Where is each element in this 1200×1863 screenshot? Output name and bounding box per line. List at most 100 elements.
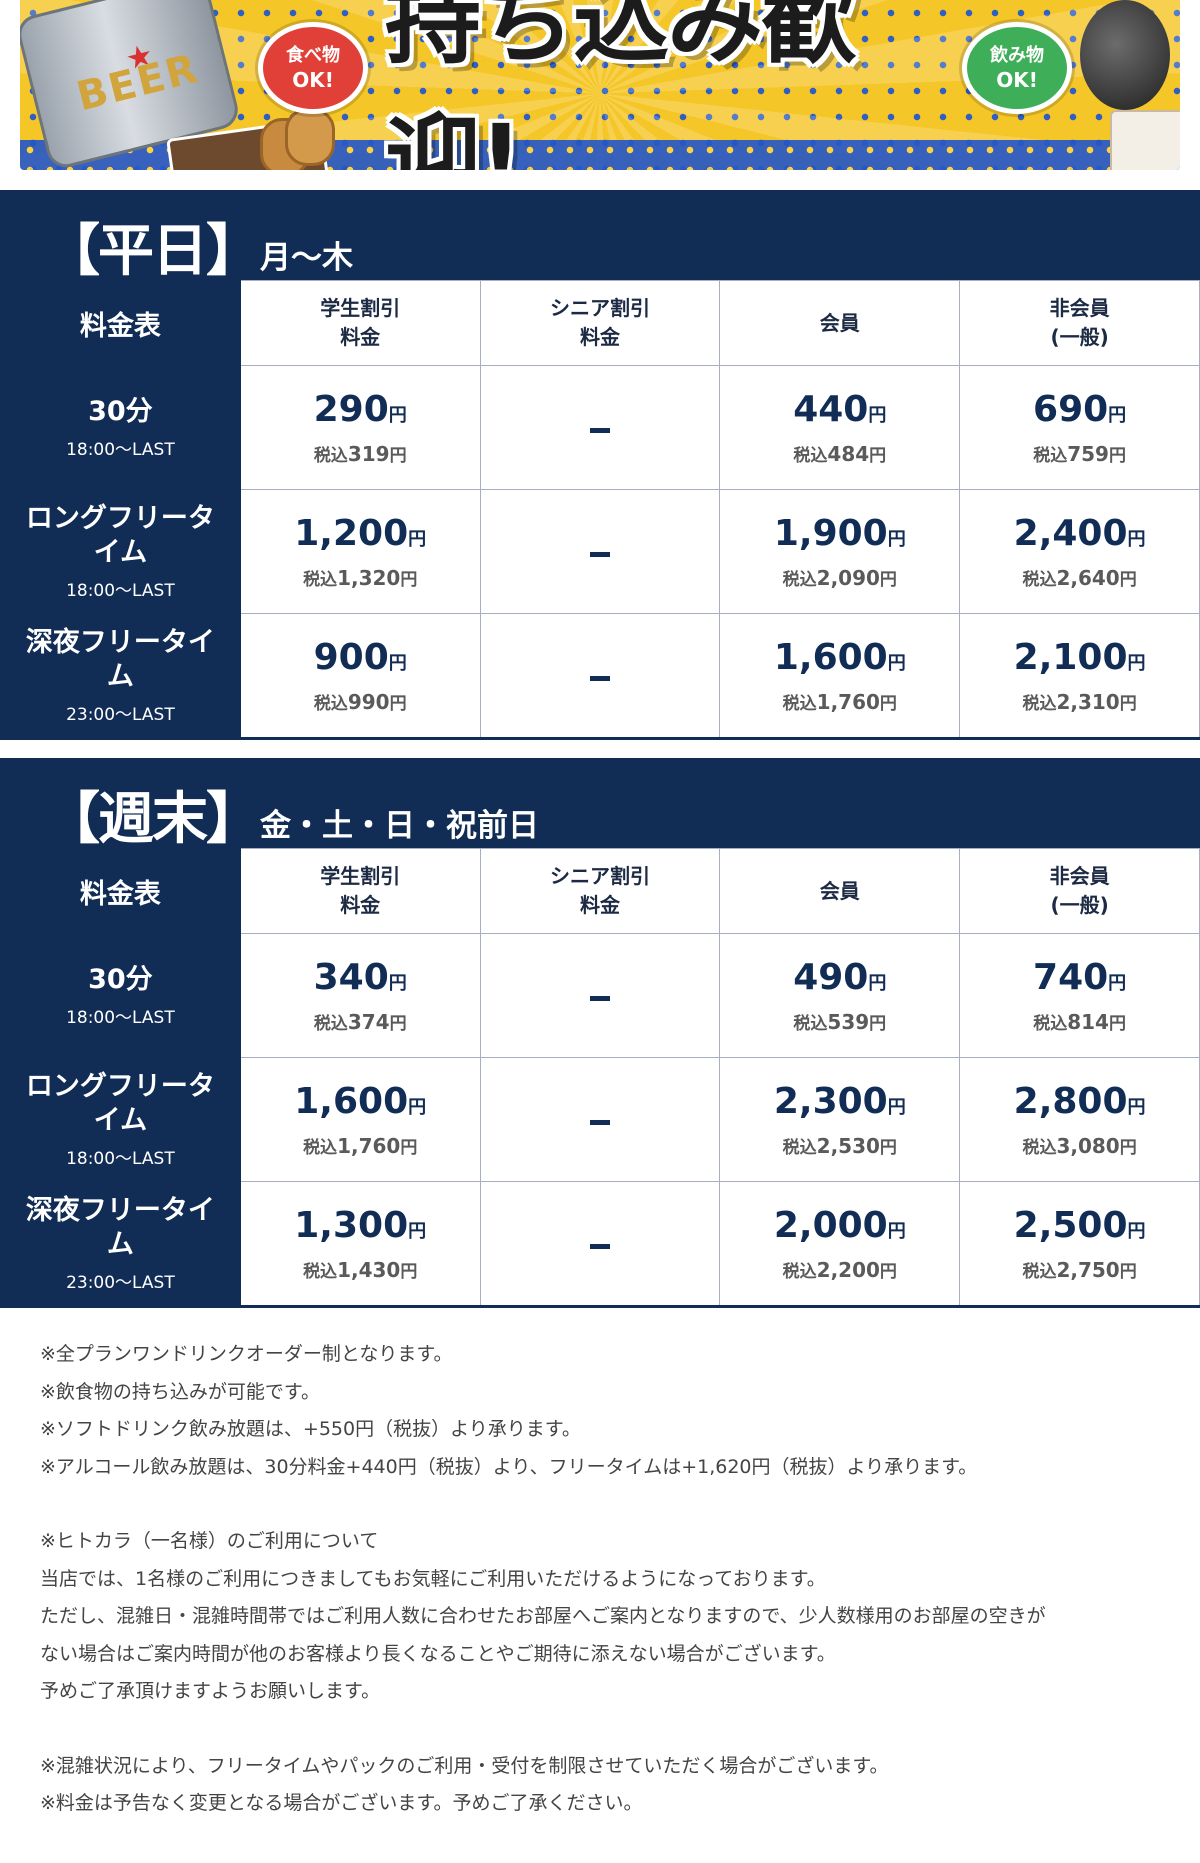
price-value: 1,200 <box>294 513 409 554</box>
price-value: 2,800 <box>1013 1081 1128 1122</box>
notes: ※全プランワンドリンクオーダー制となります。 ※飲食物の持ち込みが可能です。 ※ソフ… <box>40 1336 1160 1823</box>
plan-name-continued: ム <box>106 661 134 692</box>
weekday-title: 【平日】 <box>44 219 262 284</box>
price-cell: 1,600円 税込1,760円 <box>239 1057 481 1182</box>
drink-cup-icon <box>1110 110 1180 170</box>
price-excl-tax: 2,500円 <box>960 1205 1199 1253</box>
tax-value: 539 <box>827 1010 870 1034</box>
note-line: ※アルコール飲み放題は、30分料金+440円（税抜）より、フリータイムは+1,6… <box>40 1455 978 1478</box>
price-cell <box>479 613 721 739</box>
food-ok-badge-line2: OK! <box>292 68 334 92</box>
price-incl-tax: 税込2,530円 <box>720 1133 959 1158</box>
price-excl-tax: 1,300円 <box>241 1205 480 1253</box>
weekday-header: 【平日】 月〜木 <box>0 190 1200 284</box>
price-value: 740 <box>1033 957 1109 998</box>
plan-time: 18:00〜LAST <box>66 1008 175 1028</box>
drink-ok-badge-line1: 飲み物 <box>990 45 1044 66</box>
yen-unit: 円 <box>879 570 897 590</box>
plan-name-cell: 30分 18:00〜LAST <box>0 933 241 1058</box>
price-excl-tax: 2,000円 <box>720 1205 959 1253</box>
plan-time: 18:00〜LAST <box>66 1149 175 1169</box>
plan-name: 深夜フリータイ <box>25 627 215 658</box>
yen-unit: 円 <box>388 653 407 674</box>
food-ok-badge: 食べ物 OK! <box>258 22 368 114</box>
column-header-line2: (一般) <box>1050 893 1109 917</box>
price-incl-tax: 税込814円 <box>960 1009 1199 1034</box>
price-cell: 340円 税込374円 <box>239 933 481 1058</box>
price-value: 2,500 <box>1013 1205 1128 1246</box>
yen-unit: 円 <box>887 529 906 550</box>
price-incl-tax: 税込2,640円 <box>960 565 1199 590</box>
price-incl-tax: 税込1,320円 <box>241 565 480 590</box>
column-header-line1: 非会員 <box>1049 864 1110 888</box>
tax-prefix: 税込 <box>313 694 348 714</box>
weekday-price-table: 料金表 学生割引 料金 シニア割引 料金 会員 非会員 (一般) 30分 18:00〜LAST 29… <box>0 280 1200 740</box>
drink-ok-badge-line2: OK! <box>996 68 1038 92</box>
tax-value: 3,080 <box>1056 1134 1120 1158</box>
tax-prefix: 税込 <box>782 1138 817 1158</box>
price-cell: 2,400円税込2,640円 <box>959 489 1200 614</box>
table-row: 30分 18:00〜LAST 290円 税込319円 440円 税込484円 690円 税込7… <box>0 365 1200 490</box>
plan-time: 23:00〜LAST <box>66 1273 175 1293</box>
tax-value: 759 <box>1067 442 1109 466</box>
price-excl-tax: 900円 <box>241 637 480 685</box>
price-value: 2,300 <box>773 1081 888 1122</box>
tax-value: 1,430 <box>337 1258 401 1282</box>
price-incl-tax: 税込990円 <box>241 689 480 714</box>
price-excl-tax: 2,300円 <box>720 1081 959 1129</box>
not-available-dash <box>589 676 610 681</box>
tax-value: 1,760 <box>816 690 880 714</box>
yen-unit: 円 <box>869 1014 887 1034</box>
yen-unit: 円 <box>1108 1014 1126 1034</box>
yen-unit: 円 <box>1127 1097 1146 1118</box>
price-cell: 2,300円 税込2,530円 <box>719 1057 961 1182</box>
tax-value: 1,760 <box>337 1134 401 1158</box>
yen-unit: 円 <box>1119 694 1137 714</box>
not-available-dash <box>589 1244 610 1249</box>
price-cell: 490円 税込539円 <box>719 933 961 1058</box>
price-cell: 2,000円 税込2,200円 <box>719 1181 961 1307</box>
tax-prefix: 税込 <box>793 1014 828 1034</box>
price-excl-tax: 1,200円 <box>241 513 480 561</box>
column-header-line2: 料金 <box>579 893 620 917</box>
price-excl-tax: 690円 <box>960 389 1199 437</box>
column-header-line1: 学生割引 <box>320 296 401 320</box>
price-incl-tax: 税込1,760円 <box>720 689 959 714</box>
tax-prefix: 税込 <box>313 1014 348 1034</box>
tax-value: 374 <box>347 1010 390 1034</box>
tax-value: 2,640 <box>1056 566 1120 590</box>
tax-value: 2,310 <box>1056 690 1120 714</box>
price-value: 1,600 <box>773 637 888 678</box>
price-cell: 2,800円税込3,080円 <box>959 1057 1200 1182</box>
weekend-price-section: 【週末】 金・土・日・祝前日 料金表 学生割引 料金 シニア割引 料金 会員 非会員 (一般)… <box>0 758 1200 1308</box>
price-excl-tax: 2,400円 <box>960 513 1199 561</box>
table-row: ロングフリータ イム 18:00〜LAST 1,200円 税込1,320円 1,900円税… <box>0 489 1200 614</box>
plan-name-continued: イム <box>93 1105 148 1136</box>
yen-unit: 円 <box>388 973 407 994</box>
price-incl-tax: 税込759円 <box>960 441 1199 466</box>
price-value: 690 <box>1033 389 1109 430</box>
column-header-line2: 料金 <box>340 325 381 349</box>
note-line: ※ヒトカラ（一名様）のご利用について <box>40 1530 379 1552</box>
yen-unit: 円 <box>1119 1262 1137 1282</box>
yen-unit: 円 <box>887 653 906 674</box>
column-header-line1: シニア割引 <box>549 296 650 320</box>
tax-value: 319 <box>347 442 390 466</box>
column-header: 非会員 (一般) <box>959 280 1200 366</box>
yen-unit: 円 <box>879 1138 897 1158</box>
promo-banner: ★ BEER 食べ物 OK! 持ち込み歓迎! 飲み物 OK! <box>20 0 1180 170</box>
price-excl-tax: 740円 <box>960 957 1199 1005</box>
price-value: 2,000 <box>773 1205 888 1246</box>
yen-unit: 円 <box>1108 973 1127 994</box>
plan-name-cell: 30分 18:00〜LAST <box>0 365 241 490</box>
price-incl-tax: 税込484円 <box>720 441 959 466</box>
food-ok-badge-line1: 食べ物 <box>286 45 340 66</box>
price-incl-tax: 税込1,430円 <box>241 1257 480 1282</box>
price-cell <box>479 1181 721 1307</box>
price-excl-tax: 1,600円 <box>720 637 959 685</box>
tax-prefix: 税込 <box>793 446 828 466</box>
price-value: 2,100 <box>1013 637 1128 678</box>
price-incl-tax: 税込3,080円 <box>960 1133 1199 1158</box>
plan-name: 30分 <box>88 964 153 995</box>
yen-unit: 円 <box>1108 405 1127 426</box>
